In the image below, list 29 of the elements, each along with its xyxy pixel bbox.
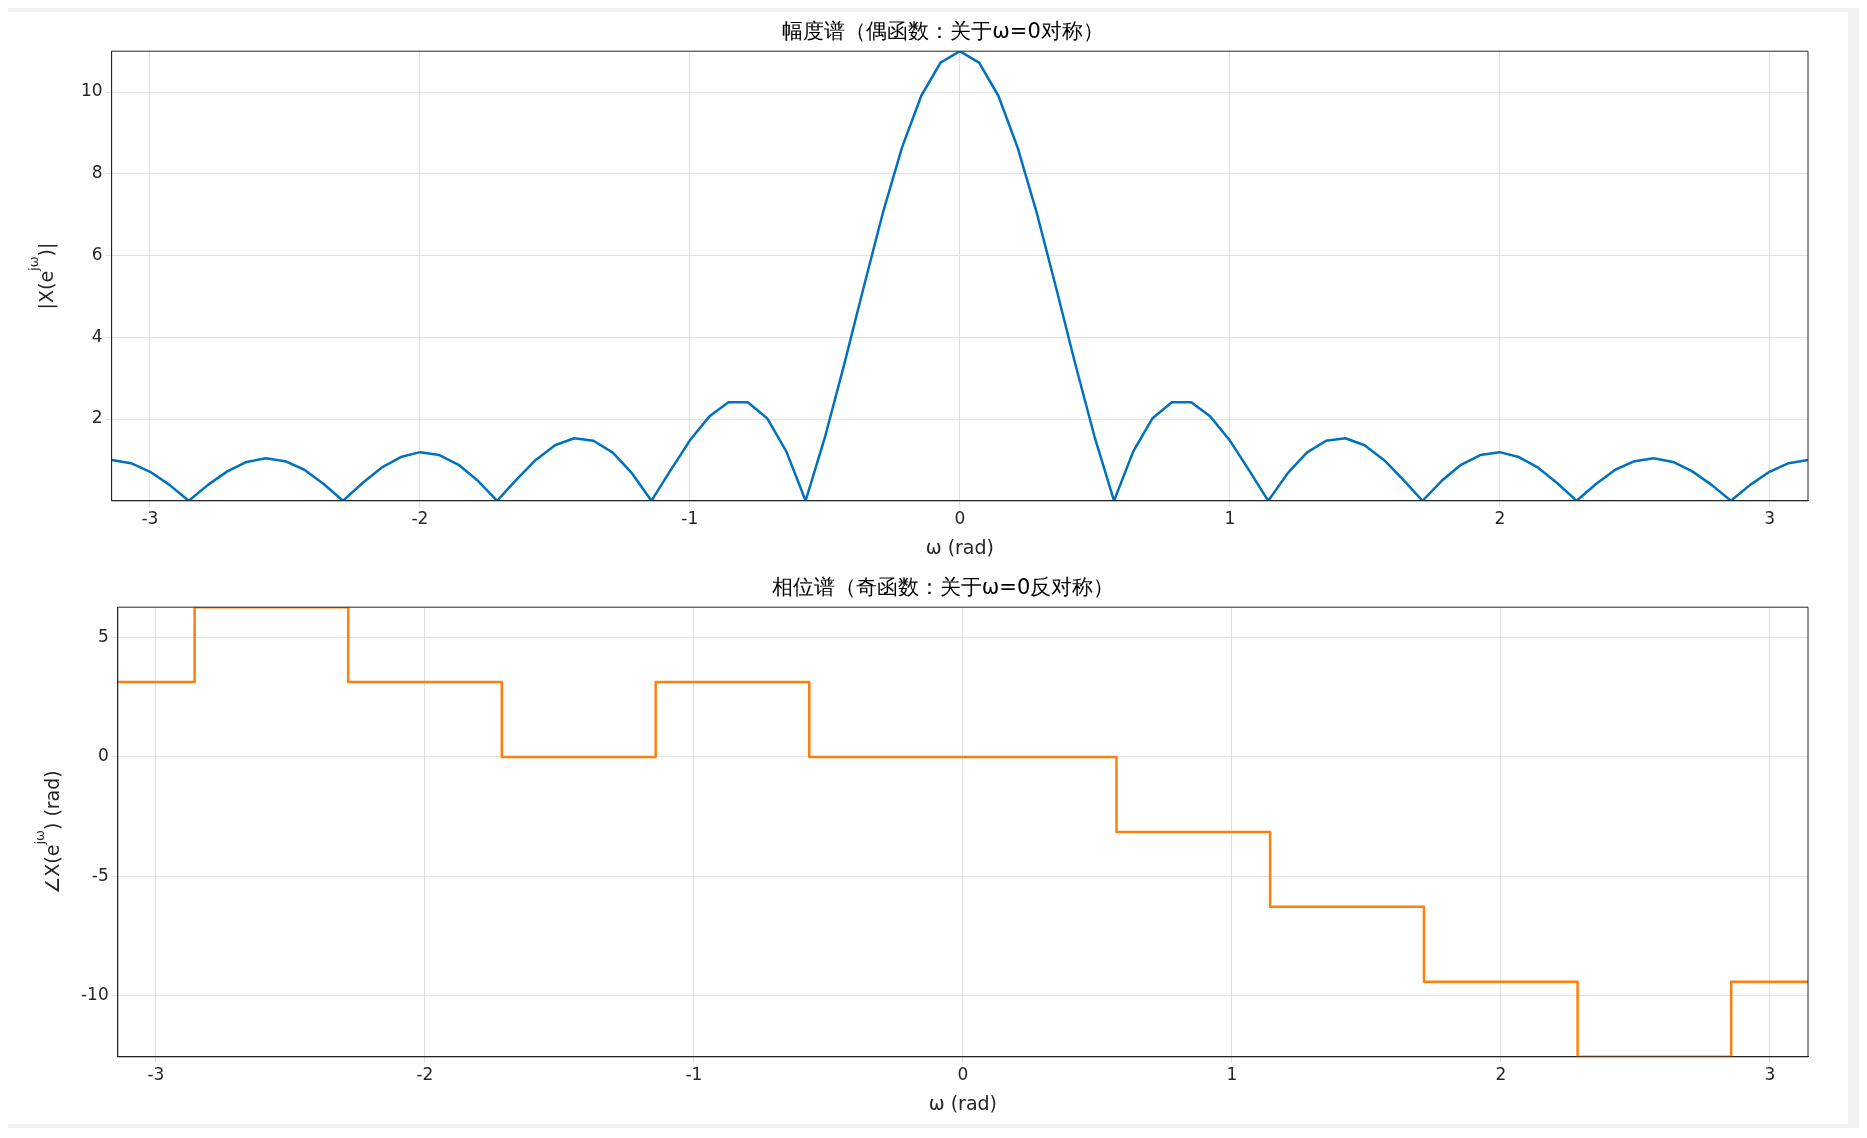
x-tick-label: -3 bbox=[141, 508, 159, 529]
y-tick-label: -10 bbox=[80, 983, 109, 1004]
x-tick-label: -1 bbox=[681, 508, 699, 529]
x-tick-label: 1 bbox=[1226, 1064, 1238, 1085]
x-tick-label: -1 bbox=[685, 1064, 703, 1085]
y-tick-label: 8 bbox=[91, 162, 103, 183]
x-axis-title: ω (rad) bbox=[925, 535, 994, 558]
x-tick-label: -2 bbox=[416, 1064, 434, 1085]
x-tick-label: -2 bbox=[411, 508, 429, 529]
x-tick-label: 3 bbox=[1764, 1064, 1776, 1085]
y-tick-label: 2 bbox=[91, 407, 103, 428]
y-tick-label: 0 bbox=[97, 745, 109, 766]
x-tick-label: 0 bbox=[957, 1064, 969, 1085]
x-axis-title: ω (rad) bbox=[928, 1091, 998, 1114]
x-tick-label: 2 bbox=[1494, 508, 1506, 529]
y-tick-label: -5 bbox=[91, 864, 109, 885]
y-tick-label: 5 bbox=[97, 626, 109, 647]
x-tick-label: -3 bbox=[147, 1064, 165, 1085]
y-tick-label: 10 bbox=[80, 80, 103, 101]
x-tick-label: 2 bbox=[1495, 1064, 1507, 1085]
chart-title: 相位谱（奇函数：关于ω=0反对称） bbox=[771, 575, 1115, 600]
y-tick-label: 4 bbox=[91, 325, 103, 346]
y-axis-title: |X(ejω)| bbox=[25, 242, 58, 310]
y-tick-label: 6 bbox=[91, 243, 103, 264]
y-axis-title: ∠X(ejω) (rad) bbox=[31, 770, 63, 894]
chart-title: 幅度谱（偶函数：关于ω=0对称） bbox=[782, 19, 1104, 44]
x-tick-label: 1 bbox=[1224, 508, 1236, 529]
x-tick-label: 3 bbox=[1764, 508, 1776, 529]
x-tick-label: 0 bbox=[954, 508, 966, 529]
